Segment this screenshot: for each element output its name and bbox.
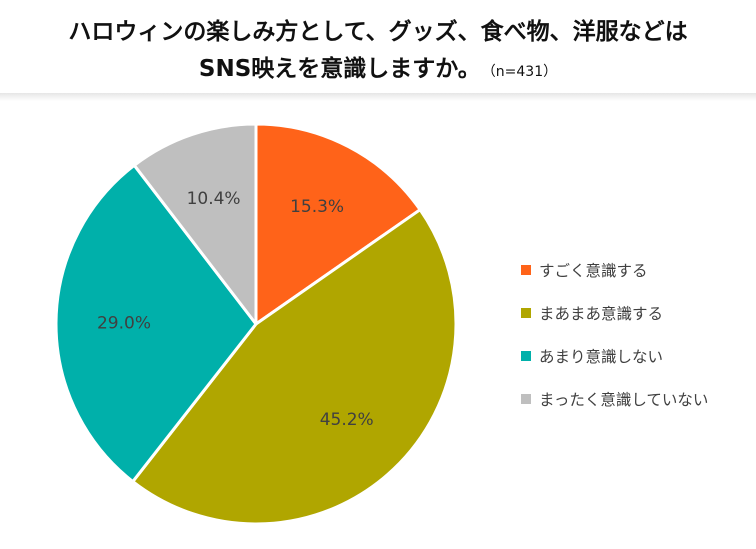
chart-legend: すごく意識する まあまあ意識する あまり意識しないまったく意識していない [521,248,753,420]
data-label-3: 29.0% [97,313,151,333]
chart-title-line-1: ハロウィンの楽しみ方として、グッズ、食べ物、洋服などは [68,19,688,45]
data-label-4: 10.4% [187,189,241,209]
legend-item-4: まったく意識していない [521,377,753,420]
pie-slice-4 [132,122,258,326]
legend-label: すごく意識する [539,261,648,280]
legend-item-3: あまり意識しない [521,334,753,377]
chart-title-line-2: SNS映えを意識しますか。 [198,56,481,82]
legend-label: まあまあ意識する [539,304,664,323]
pie-slice-3 [54,163,258,484]
legend-swatch [521,350,531,361]
pie-data-labels: 15.3% 45.2% 29.0% 10.4% [97,189,374,430]
title-divider [0,93,756,101]
legend-label: まったく意識していない [539,390,709,409]
data-label-1: 15.3% [290,197,344,217]
legend-item-2: まあまあ意識する [521,291,753,334]
legend-swatch [521,264,531,275]
legend-label: あまり意識しない [539,347,664,366]
pie-slices [54,122,458,526]
chart-title: ハロウィンの楽しみ方として、グッズ、食べ物、洋服などは SNS映えを意識しますか… [0,14,756,91]
data-label-2: 45.2% [320,410,374,430]
legend-swatch [521,393,531,404]
pie-slice-1 [254,122,422,326]
legend-item-1: すごく意識する [521,248,753,291]
chart-title-line-2-wrap: SNS映えを意識しますか。 （n=431） [0,51,756,91]
legend-swatch [521,307,531,318]
sample-size-label: （n=431） [488,64,558,80]
pie-slice-2 [131,208,458,526]
